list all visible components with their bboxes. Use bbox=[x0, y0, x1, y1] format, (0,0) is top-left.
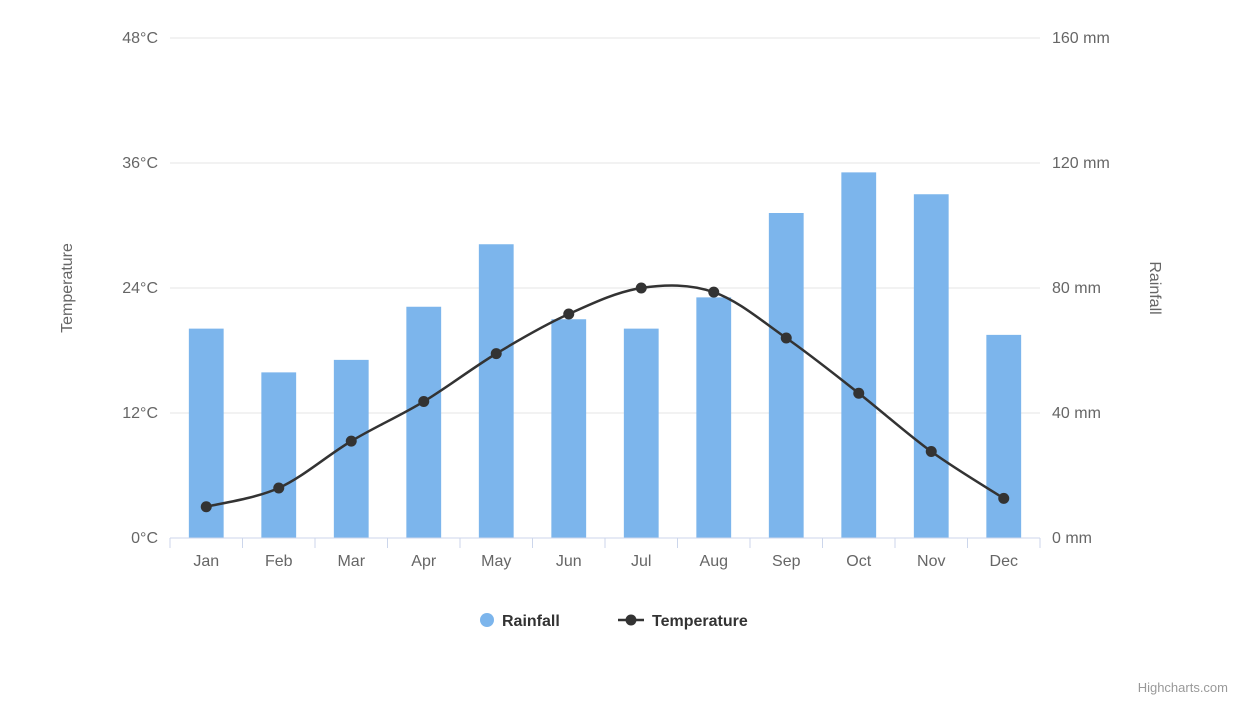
legend-label-temperature[interactable]: Temperature bbox=[652, 613, 748, 630]
x-tick-label: Jul bbox=[631, 553, 651, 570]
x-tick-label: Apr bbox=[411, 553, 437, 570]
climate-chart: Jan Feb Mar Apr May Jun Jul Aug Sep Oct Nov Dec 0°C 1… bbox=[0, 0, 1240, 704]
x-tick-label: Oct bbox=[846, 553, 871, 570]
temperature-marker[interactable] bbox=[418, 396, 429, 407]
temperature-marker[interactable] bbox=[273, 483, 284, 494]
y-left-axis-title: Temperature bbox=[59, 243, 76, 333]
rainfall-bar[interactable] bbox=[479, 244, 514, 538]
x-tick-label: Jan bbox=[193, 553, 219, 570]
temperature-marker[interactable] bbox=[346, 436, 357, 447]
rainfall-bar[interactable] bbox=[914, 194, 949, 538]
x-tick-label: Jun bbox=[556, 553, 582, 570]
y-right-tick-label: 120 mm bbox=[1052, 155, 1110, 172]
x-tick-label: May bbox=[481, 553, 511, 570]
temperature-marker[interactable] bbox=[201, 501, 212, 512]
legend-swatch-temperature-dot[interactable] bbox=[626, 615, 637, 626]
credits-link[interactable]: Highcharts.com bbox=[1138, 680, 1228, 695]
legend-label-rainfall[interactable]: Rainfall bbox=[502, 613, 560, 630]
rainfall-bar[interactable] bbox=[624, 329, 659, 538]
chart-background bbox=[0, 0, 1240, 704]
chart-svg: Jan Feb Mar Apr May Jun Jul Aug Sep Oct Nov Dec 0°C 1… bbox=[0, 0, 1240, 704]
x-tick-label: Sep bbox=[772, 553, 801, 570]
y-left-tick-label: 12°C bbox=[122, 405, 158, 422]
rainfall-bar[interactable] bbox=[841, 172, 876, 538]
x-tick-label: Dec bbox=[990, 553, 1018, 570]
rainfall-bar[interactable] bbox=[769, 213, 804, 538]
x-tick-label: Aug bbox=[700, 553, 728, 570]
y-right-tick-label: 0 mm bbox=[1052, 530, 1092, 547]
legend-swatch-rainfall[interactable] bbox=[480, 613, 494, 627]
rainfall-bar[interactable] bbox=[406, 307, 441, 538]
y-right-tick-label: 160 mm bbox=[1052, 30, 1110, 47]
temperature-marker[interactable] bbox=[853, 388, 864, 399]
temperature-marker[interactable] bbox=[636, 283, 647, 294]
rainfall-bar[interactable] bbox=[261, 372, 296, 538]
x-tick-label: Nov bbox=[917, 553, 945, 570]
temperature-marker[interactable] bbox=[926, 446, 937, 457]
temperature-marker[interactable] bbox=[998, 493, 1009, 504]
y-right-tick-label: 40 mm bbox=[1052, 405, 1101, 422]
x-tick-label: Mar bbox=[337, 553, 365, 570]
y-left-tick-label: 36°C bbox=[122, 155, 158, 172]
x-tick-label: Feb bbox=[265, 553, 293, 570]
y-right-axis-title: Rainfall bbox=[1146, 261, 1163, 314]
y-left-tick-label: 24°C bbox=[122, 280, 158, 297]
temperature-marker[interactable] bbox=[563, 309, 574, 320]
rainfall-bar[interactable] bbox=[986, 335, 1021, 538]
rainfall-bar[interactable] bbox=[551, 319, 586, 538]
temperature-marker[interactable] bbox=[781, 333, 792, 344]
y-left-tick-label: 48°C bbox=[122, 30, 158, 47]
y-right-tick-label: 80 mm bbox=[1052, 280, 1101, 297]
temperature-marker[interactable] bbox=[708, 287, 719, 298]
temperature-marker[interactable] bbox=[491, 348, 502, 359]
rainfall-bar[interactable] bbox=[696, 297, 731, 538]
y-left-tick-label: 0°C bbox=[131, 530, 158, 547]
